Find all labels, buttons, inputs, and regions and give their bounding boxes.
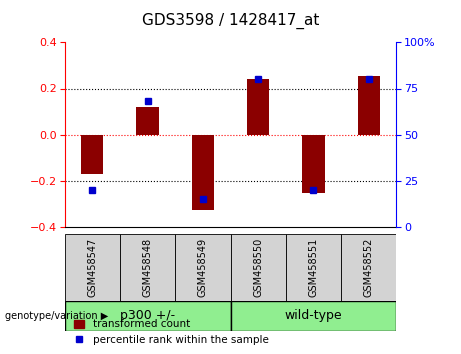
Bar bbox=[341, 234, 396, 301]
Bar bbox=[65, 234, 120, 301]
Bar bbox=[247, 79, 269, 135]
Bar bbox=[230, 301, 396, 331]
Bar bbox=[81, 135, 103, 174]
Bar bbox=[175, 234, 230, 301]
Bar bbox=[192, 135, 214, 210]
Bar bbox=[358, 76, 380, 135]
Text: GSM458550: GSM458550 bbox=[253, 238, 263, 297]
Bar bbox=[302, 135, 325, 193]
Bar bbox=[136, 107, 159, 135]
Text: GDS3598 / 1428417_at: GDS3598 / 1428417_at bbox=[142, 12, 319, 29]
Text: p300 +/-: p300 +/- bbox=[120, 309, 175, 322]
Bar bbox=[286, 234, 341, 301]
Text: GSM458547: GSM458547 bbox=[87, 238, 97, 297]
Legend: transformed count, percentile rank within the sample: transformed count, percentile rank withi… bbox=[70, 315, 273, 349]
Bar bbox=[230, 234, 286, 301]
Text: GSM458548: GSM458548 bbox=[142, 238, 153, 297]
Text: genotype/variation ▶: genotype/variation ▶ bbox=[5, 311, 108, 321]
Bar bbox=[120, 234, 175, 301]
Text: GSM458551: GSM458551 bbox=[308, 238, 319, 297]
Bar bbox=[65, 301, 230, 331]
Text: wild-type: wild-type bbox=[284, 309, 342, 322]
Text: GSM458549: GSM458549 bbox=[198, 238, 208, 297]
Text: GSM458552: GSM458552 bbox=[364, 238, 374, 297]
